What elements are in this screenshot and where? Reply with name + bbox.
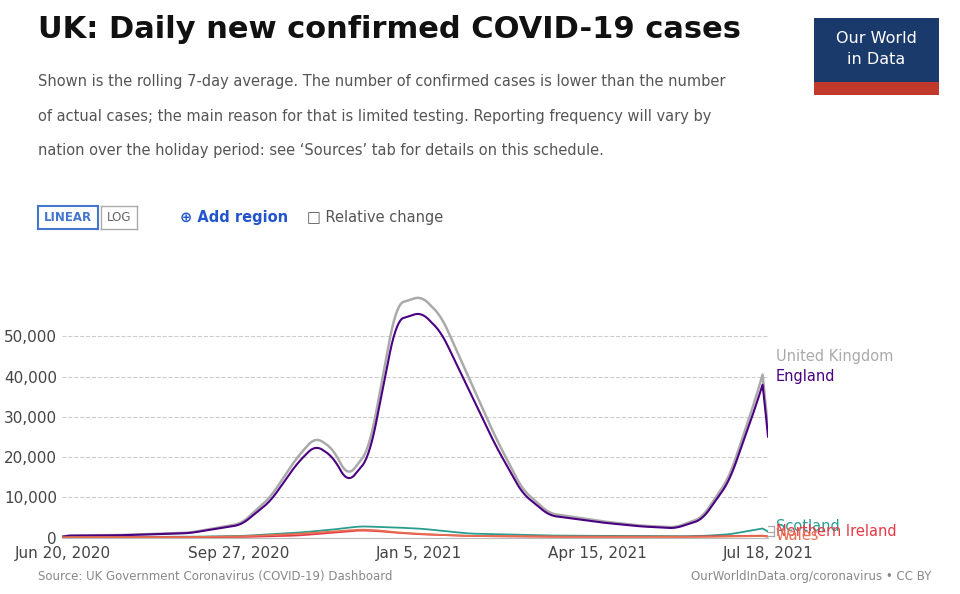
Text: Wales: Wales — [776, 529, 819, 544]
Text: Northern Ireland: Northern Ireland — [776, 525, 897, 539]
Text: LINEAR: LINEAR — [44, 211, 92, 224]
Text: United Kingdom: United Kingdom — [776, 349, 893, 364]
Text: Shown is the rolling 7-day average. The number of confirmed cases is lower than : Shown is the rolling 7-day average. The … — [38, 74, 726, 89]
Text: England: England — [776, 369, 835, 384]
Text: of actual cases; the main reason for that is limited testing. Reporting frequenc: of actual cases; the main reason for tha… — [38, 109, 711, 124]
Text: ⊕ Add region: ⊕ Add region — [180, 210, 289, 225]
Text: Our World
in Data: Our World in Data — [836, 31, 917, 67]
Text: LOG: LOG — [107, 211, 132, 224]
Text: Source: UK Government Coronavirus (COVID-19) Dashboard: Source: UK Government Coronavirus (COVID… — [38, 570, 393, 583]
Text: nation over the holiday period: see ‘Sources’ tab for details on this schedule.: nation over the holiday period: see ‘Sou… — [38, 143, 604, 158]
Text: Scotland: Scotland — [776, 519, 839, 534]
Text: OurWorldInData.org/coronavirus • CC BY: OurWorldInData.org/coronavirus • CC BY — [691, 570, 931, 583]
Text: □ Relative change: □ Relative change — [307, 210, 444, 225]
Text: UK: Daily new confirmed COVID-19 cases: UK: Daily new confirmed COVID-19 cases — [38, 15, 741, 44]
